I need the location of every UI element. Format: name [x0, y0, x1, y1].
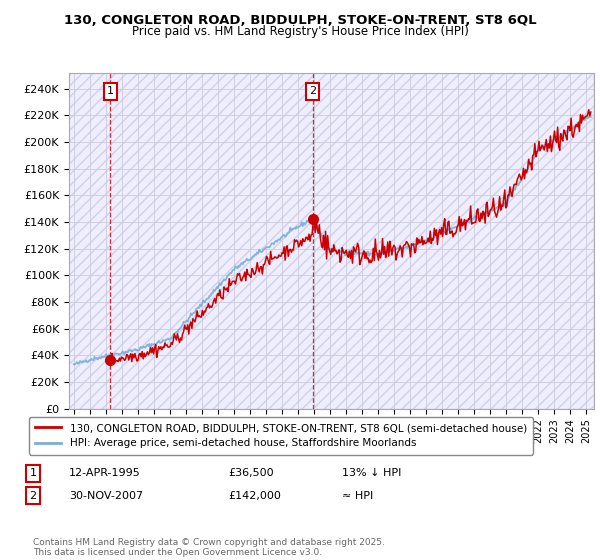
Text: 1: 1: [107, 86, 114, 96]
Text: 12-APR-1995: 12-APR-1995: [69, 468, 141, 478]
Text: Price paid vs. HM Land Registry's House Price Index (HPI): Price paid vs. HM Land Registry's House …: [131, 25, 469, 38]
Text: 130, CONGLETON ROAD, BIDDULPH, STOKE-ON-TRENT, ST8 6QL: 130, CONGLETON ROAD, BIDDULPH, STOKE-ON-…: [64, 14, 536, 27]
Text: Contains HM Land Registry data © Crown copyright and database right 2025.
This d: Contains HM Land Registry data © Crown c…: [33, 538, 385, 557]
Legend: 130, CONGLETON ROAD, BIDDULPH, STOKE-ON-TRENT, ST8 6QL (semi-detached house), HP: 130, CONGLETON ROAD, BIDDULPH, STOKE-ON-…: [29, 417, 533, 455]
Text: 2: 2: [29, 491, 37, 501]
Text: 13% ↓ HPI: 13% ↓ HPI: [342, 468, 401, 478]
Text: £36,500: £36,500: [228, 468, 274, 478]
Text: 1: 1: [29, 468, 37, 478]
Text: 30-NOV-2007: 30-NOV-2007: [69, 491, 143, 501]
Text: 2: 2: [309, 86, 316, 96]
Text: £142,000: £142,000: [228, 491, 281, 501]
Text: ≈ HPI: ≈ HPI: [342, 491, 373, 501]
